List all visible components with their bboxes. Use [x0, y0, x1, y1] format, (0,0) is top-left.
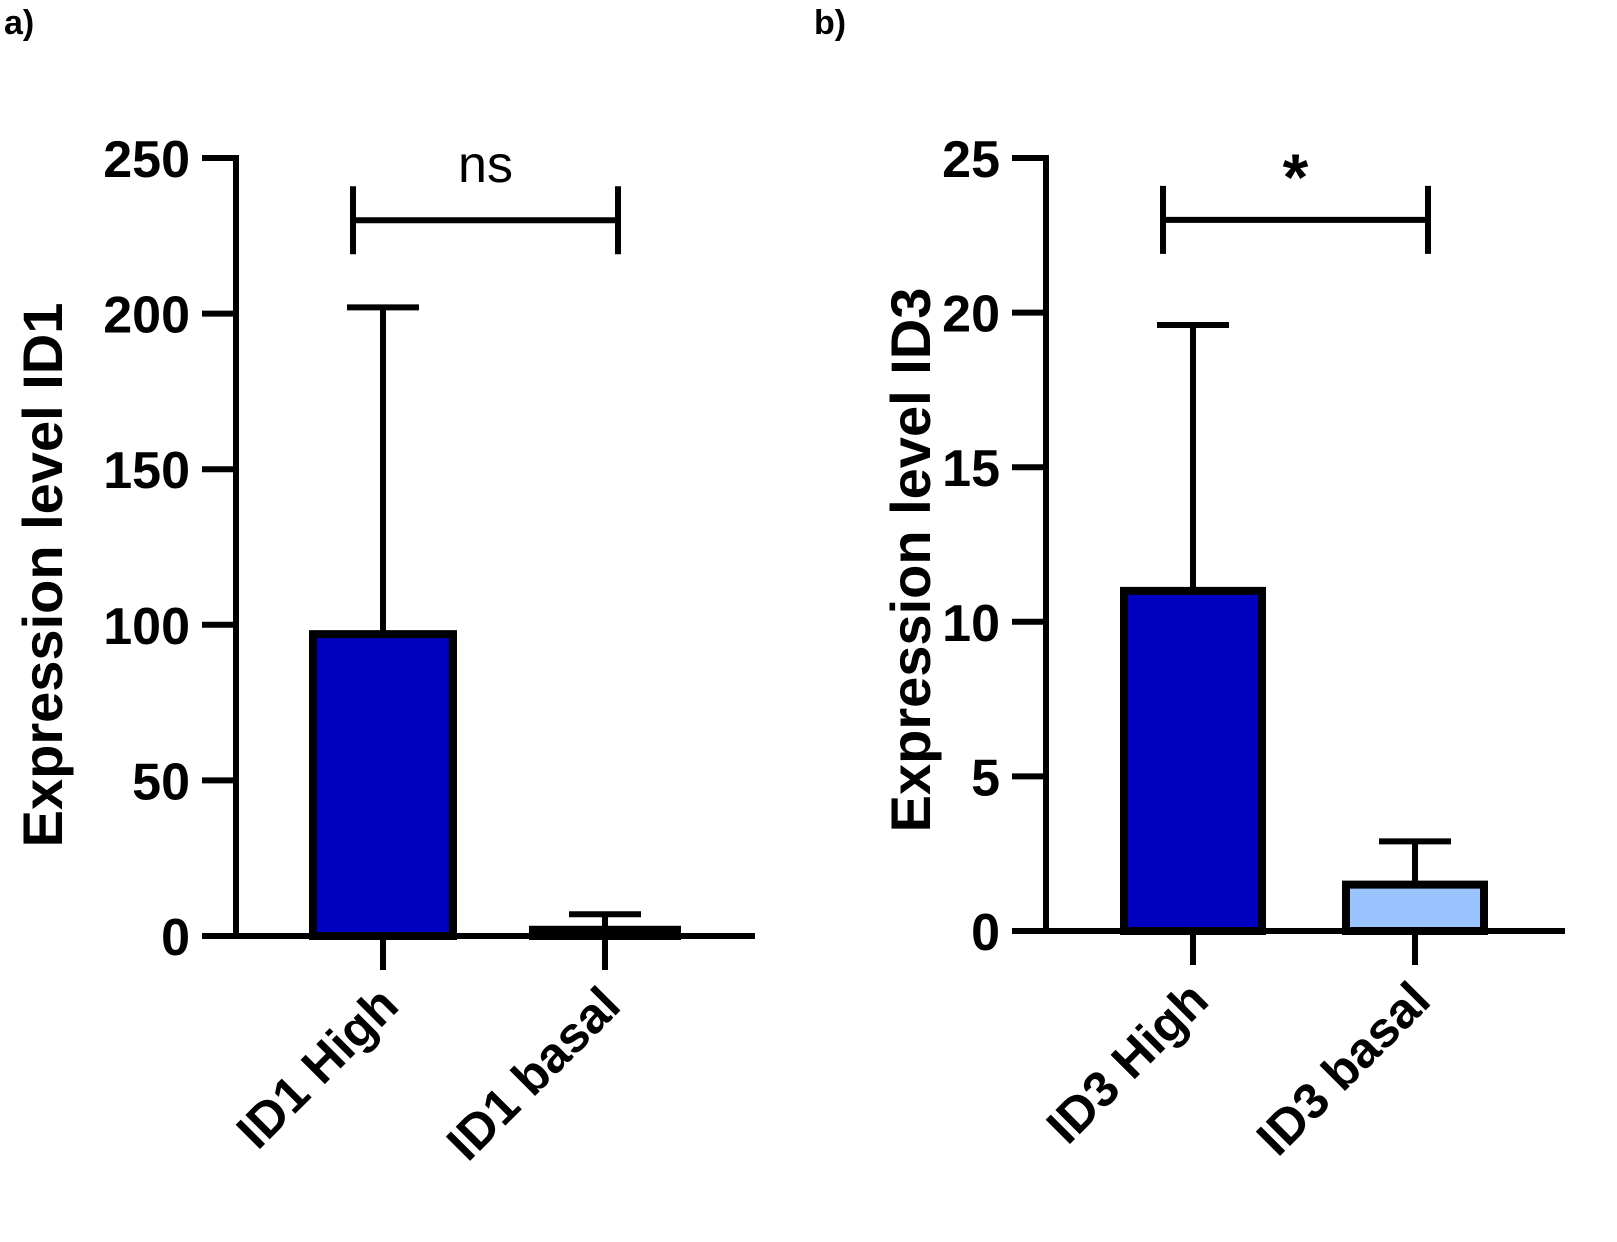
panel-a-label: a) — [4, 4, 34, 42]
panel-a-significance-label: ns — [458, 136, 513, 194]
panel-a-category-label: ID1 basal — [436, 976, 631, 1171]
panel-a-bar — [309, 630, 457, 940]
panel-a-y-tick-label: 50 — [132, 753, 190, 811]
panel-b-y-tick-label: 0 — [971, 904, 1000, 962]
panel-b-chart: b) Expression level ID3 0 5 10 15 20 25 ID3 Hi… — [814, 4, 1565, 1166]
panel-b-y-tick-label: 20 — [942, 286, 1000, 344]
panel-b-y-tick-label: 15 — [942, 440, 1000, 498]
panel-b-label: b) — [814, 4, 846, 42]
panel-b-bar — [1120, 586, 1266, 935]
panel-a-y-axis-label: Expression level ID1 — [11, 303, 74, 848]
panel-b-y-tick-label: 25 — [942, 131, 1000, 189]
panel-a-y-tick-label: 250 — [103, 131, 190, 189]
panel-a-category-label: ID1 High — [226, 976, 409, 1159]
panel-b-category-label: ID3 High — [1036, 971, 1219, 1154]
panel-b-y-axis-label: Expression level ID3 — [879, 288, 942, 833]
panel-a-bar — [529, 925, 681, 941]
panel-b-category-label: ID3 basal — [1246, 971, 1441, 1166]
panel-b-bar — [1342, 880, 1488, 935]
panel-a-y-tick-label: 200 — [103, 287, 190, 345]
panel-b-significance-label: * — [1283, 140, 1309, 214]
panel-a-y-tick-label: 0 — [161, 909, 190, 967]
panel-a-y-tick-label: 100 — [103, 598, 190, 656]
panel-a-y-tick-label: 150 — [103, 442, 190, 500]
panel-b-y-tick-label: 5 — [971, 749, 1000, 807]
panel-b-y-tick-label: 10 — [942, 595, 1000, 653]
panel-a-chart: a) Expression level ID1 0 50 100 150 200 250 I… — [4, 4, 755, 1171]
